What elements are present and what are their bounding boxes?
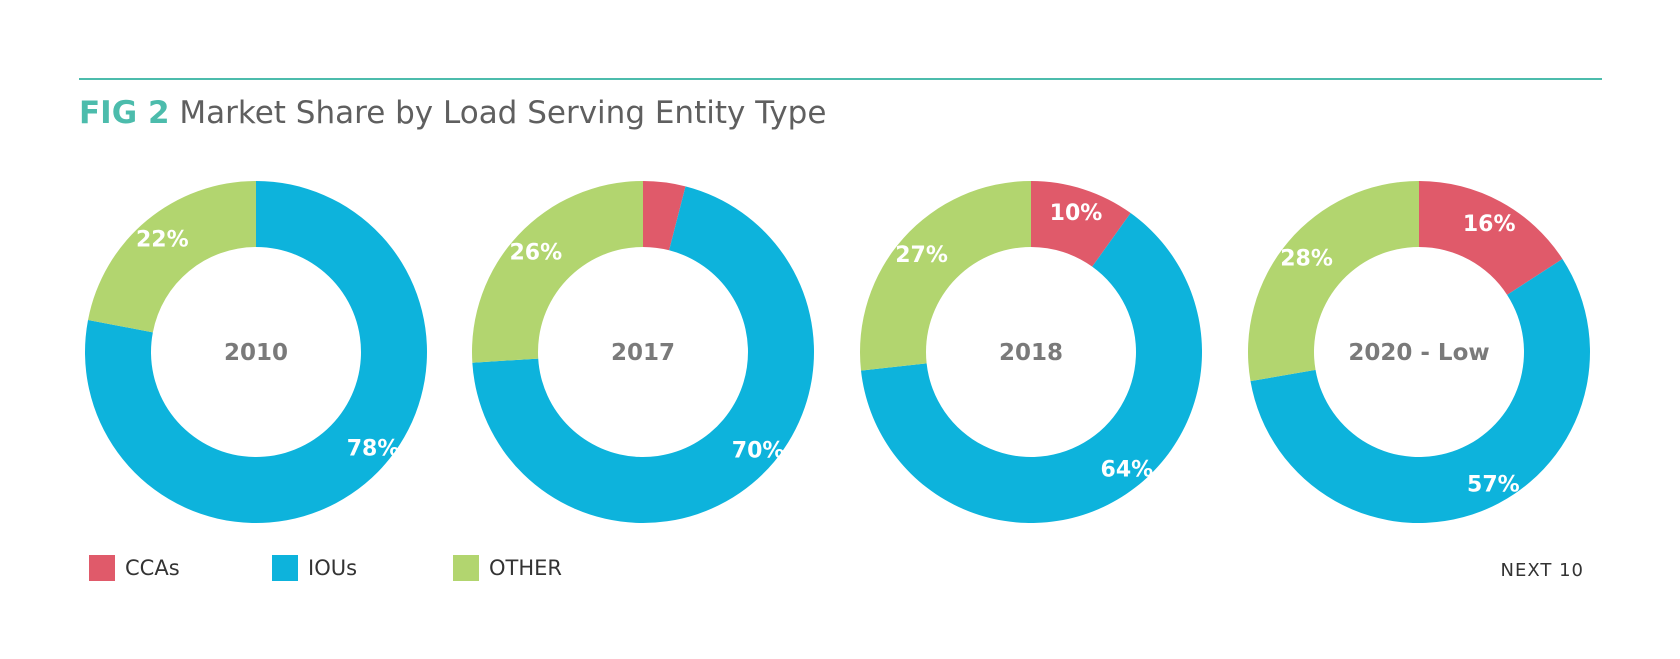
slice-2017-ccas [643, 181, 686, 251]
slice-2017-other [471, 181, 643, 363]
slice-2018-other [859, 181, 1031, 371]
legend-item-ious: IOUs [272, 555, 357, 581]
donut-2018: 10% 64% 27% 2018 [859, 181, 1203, 524]
chart-title-text: Market Share by Load Serving Entity Type [179, 95, 827, 131]
data-label-2020-low-ccas: 16% [1463, 212, 1516, 237]
legend-label-ccas: CCAs [125, 556, 180, 580]
center-label-2020-low: 2020 - Low [1348, 340, 1489, 366]
footer-brand: NEXT 10 [1500, 560, 1584, 581]
legend-swatch-ccas [89, 555, 115, 581]
slice-2020-low-ccas [1419, 181, 1563, 295]
center-label-2017: 2017 [611, 340, 675, 366]
donut-2020-low: 16% 57% 28% 2020 - Low [1248, 181, 1590, 523]
slice-2020-low-other [1248, 181, 1419, 382]
slice-2020-low-ious [1250, 258, 1590, 523]
legend-item-other: OTHER [453, 555, 562, 581]
slice-2010-other [88, 181, 257, 333]
center-label-2010: 2010 [224, 340, 288, 366]
donut-2010: 78% 22% 2010 [84, 181, 427, 523]
slice-2018-ccas [1031, 181, 1131, 267]
data-label-2010-ious: 78% [347, 436, 400, 461]
data-label-2018-ious: 64% [1101, 458, 1154, 483]
chart-title: FIG 2 Market Share by Load Serving Entit… [79, 95, 826, 131]
legend-swatch-ious [272, 555, 298, 581]
slice-2018-ious [861, 213, 1203, 524]
legend-swatch-other [453, 555, 479, 581]
legend-label-other: OTHER [489, 556, 563, 580]
data-label-2017-other: 26% [510, 240, 563, 265]
data-label-2020-low-ious: 57% [1467, 472, 1520, 497]
figure-number: FIG 2 [79, 95, 170, 131]
donut-2017: 70% 26% 2017 [471, 181, 815, 523]
center-label-2018: 2018 [999, 340, 1063, 366]
top-rule [79, 78, 1602, 80]
data-label-2010-other: 22% [136, 228, 189, 253]
slice-2017-ious [472, 186, 815, 523]
data-label-2017-ious: 70% [732, 439, 785, 464]
data-label-2018-ccas: 10% [1050, 201, 1103, 226]
slice-2010-ious [84, 181, 427, 523]
legend-item-ccas: CCAs [89, 555, 180, 581]
data-label-2020-low-other: 28% [1280, 246, 1333, 271]
data-label-2018-other: 27% [895, 243, 948, 268]
legend-label-ious: IOUs [308, 556, 358, 580]
